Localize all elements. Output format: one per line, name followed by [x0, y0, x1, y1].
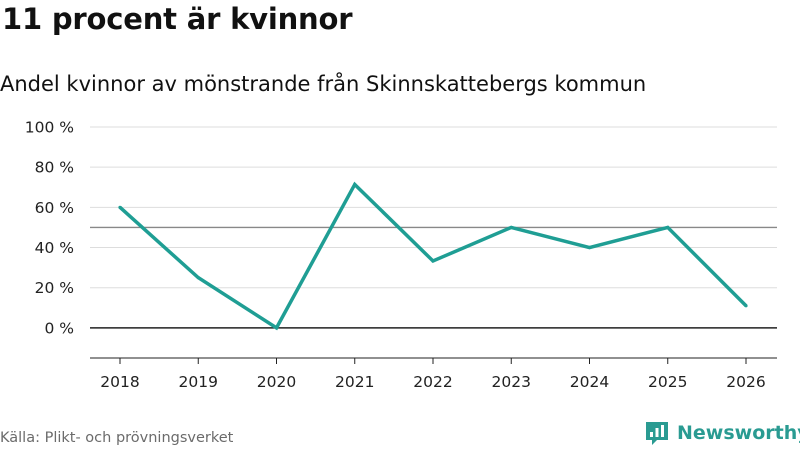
- x-tick-label: 2021: [335, 373, 374, 391]
- y-tick-label: 20 %: [35, 279, 74, 297]
- data-point: [431, 259, 435, 263]
- data-point: [353, 182, 357, 187]
- data-point: [744, 304, 748, 308]
- x-tick-label: 2019: [179, 373, 218, 391]
- chart-subtitle: Andel kvinnor av mönstrande från Skinnsk…: [0, 72, 647, 96]
- data-point: [196, 276, 200, 280]
- y-tick-label: 40 %: [35, 239, 74, 257]
- y-tick-label: 60 %: [35, 199, 74, 217]
- x-tick-label: 2025: [648, 373, 687, 391]
- y-tick-label: 0 %: [44, 319, 74, 337]
- x-tick-label: 2018: [100, 373, 139, 391]
- x-tick-label: 2023: [492, 373, 531, 391]
- data-point: [509, 225, 513, 230]
- brand-logo: Newsworthy: [644, 420, 800, 446]
- data-point: [274, 326, 279, 330]
- data-point: [587, 245, 592, 250]
- series-line: [118, 181, 748, 331]
- y-tick-label: 80 %: [35, 159, 74, 177]
- newsworthy-logo-icon: [646, 422, 668, 445]
- data-point: [666, 225, 670, 230]
- x-tick-label: 2022: [413, 373, 452, 391]
- x-tick-label: 2026: [726, 373, 765, 391]
- brand-name: Newsworthy: [677, 422, 800, 444]
- y-tick-label: 100 %: [25, 119, 74, 137]
- chart-title: 11 procent är kvinnor: [2, 2, 353, 36]
- x-tick-label: 2024: [570, 373, 609, 391]
- x-tick-label: 2020: [257, 373, 296, 391]
- data-point: [118, 205, 122, 209]
- source-note: Källa: Plikt- och prövningsverket: [0, 430, 234, 446]
